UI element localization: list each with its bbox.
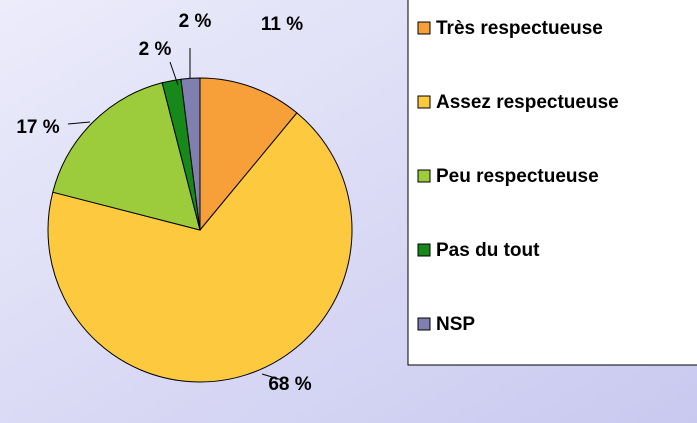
legend-label: Peu respectueuse (436, 166, 599, 187)
legend-swatch (417, 317, 431, 331)
pie-slice (199, 77, 298, 232)
data-label: 2 % (179, 11, 212, 32)
data-label: 2 % (139, 39, 172, 60)
legend-label: Assez respectueuse (436, 92, 619, 113)
legend-swatch (417, 243, 431, 257)
data-label: 17 % (16, 117, 59, 138)
legend-swatch (417, 95, 431, 109)
leader-line (261, 373, 283, 381)
legend-swatch (417, 169, 431, 183)
data-label: 11 % (261, 14, 303, 35)
leader-line (67, 121, 91, 125)
pie-slice (47, 112, 353, 383)
legend-box (407, 0, 697, 366)
pie-slice (180, 77, 201, 231)
leader-line (169, 61, 179, 86)
legend-label: Très respectueuse (436, 18, 603, 39)
data-label: 68 % (268, 374, 311, 395)
pie-slice (52, 82, 201, 231)
legend-label: Pas du tout (436, 240, 540, 261)
legend-label: NSP (436, 314, 475, 335)
legend-swatch (417, 21, 431, 35)
